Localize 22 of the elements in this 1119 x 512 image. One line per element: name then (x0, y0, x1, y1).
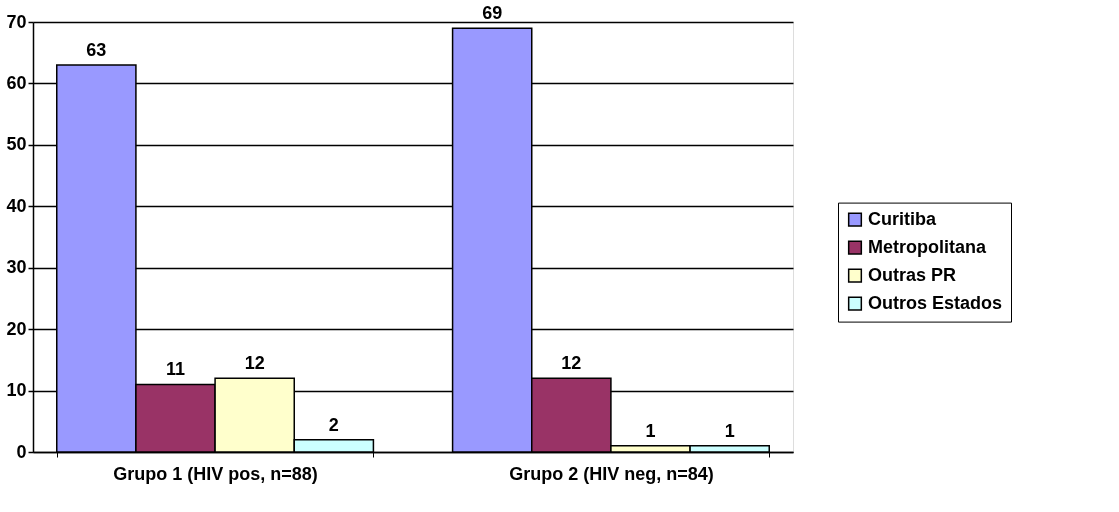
y-tick-label: 30 (6, 257, 27, 278)
data-label: 1 (724, 420, 735, 441)
data-label: 1 (645, 420, 656, 441)
legend-label: Curitiba (868, 208, 937, 229)
y-tick-label: 20 (6, 318, 27, 339)
legend-label: Outras PR (868, 264, 957, 285)
data-label: 2 (328, 414, 339, 435)
y-tick-label: 40 (6, 195, 27, 216)
y-tick-label: 70 (6, 11, 27, 32)
y-tick-label: 50 (6, 134, 27, 155)
data-label: 11 (165, 359, 186, 380)
y-tick-label: 0 (16, 441, 27, 462)
data-label: 12 (244, 353, 265, 374)
y-tick-label: 60 (6, 72, 27, 93)
x-tick-label: Grupo 1 (HIV pos, n=88) (113, 463, 318, 484)
data-label: 69 (482, 3, 503, 24)
data-label: 12 (561, 353, 582, 374)
y-tick-label: 10 (6, 380, 27, 401)
data-label: 63 (86, 40, 107, 60)
legend-label: Outros Estados (868, 292, 1003, 313)
legend-label: Metropolitana (868, 236, 987, 257)
x-tick-label: Grupo 2 (HIV neg, n=84) (509, 463, 714, 484)
